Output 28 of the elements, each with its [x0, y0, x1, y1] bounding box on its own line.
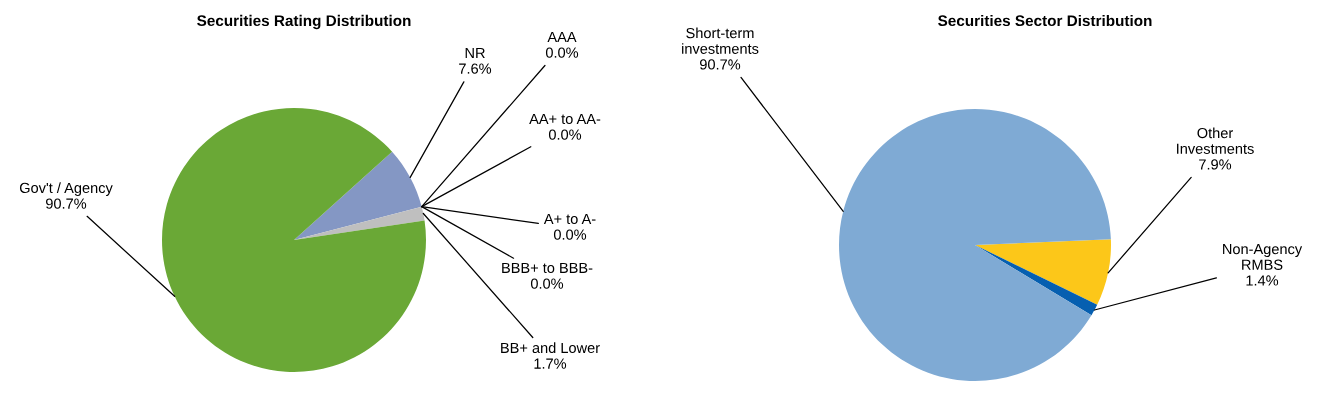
text: 0.0%	[548, 129, 582, 140]
data-label: 1.4%	[1246, 275, 1279, 286]
slice-label: NR	[465, 47, 485, 58]
chart-title: Securities Sector Distribution	[938, 14, 1152, 27]
slice-label: BB+ and Lower	[501, 342, 600, 354]
data-label: 90.7%	[700, 59, 741, 70]
text: 0.0%	[530, 278, 564, 289]
pie-slice	[975, 245, 1098, 316]
pie-slice	[294, 206, 425, 240]
slice-label: Other Investments	[1177, 127, 1254, 154]
category-label: A+ to A-	[543, 213, 596, 225]
category-label: AA+ to AA-	[529, 113, 601, 125]
chart-title: Securities Rating Distribution	[197, 14, 411, 30]
text: 0.0%	[553, 229, 587, 240]
slice-label: Non-Agency RMBS	[1223, 244, 1303, 270]
data-label: 7.9%	[1199, 159, 1232, 170]
pie-slice	[162, 108, 426, 372]
text: 0.0%	[545, 47, 579, 58]
data-label: 90.7%	[46, 198, 87, 209]
category-label: AAA	[547, 31, 577, 42]
category-label: BBB+ to BBB-	[502, 262, 593, 274]
pie-slice	[839, 109, 1111, 381]
pie-slice	[294, 151, 422, 240]
data-label: 1.7%	[534, 358, 567, 369]
pie-slice	[975, 239, 1111, 305]
data-label: 7.6%	[459, 63, 492, 74]
slice-label: Short-term investments	[682, 27, 759, 54]
slice-label: Gov't / Agency	[19, 182, 113, 196]
